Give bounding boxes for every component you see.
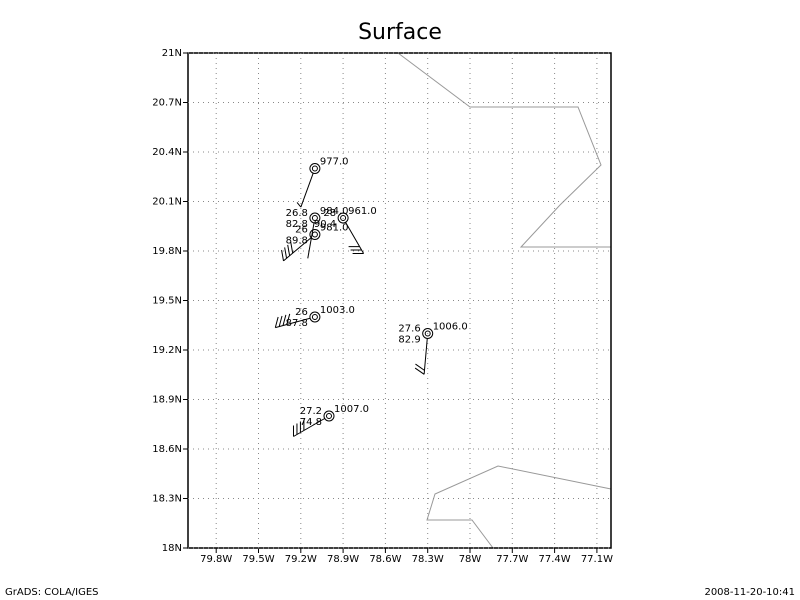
station-ring — [323, 410, 335, 422]
temperature: 27.2 — [300, 406, 322, 417]
x-tick-label: 78W — [459, 554, 482, 565]
footer-left: GrADS: COLA/IGES — [5, 587, 99, 598]
station-dot — [311, 215, 318, 221]
station-ring — [422, 328, 434, 339]
station-dot — [311, 165, 318, 172]
temperature: 27.6 — [398, 324, 420, 335]
pressure: 1003.0 — [320, 305, 355, 316]
station-ring — [309, 229, 321, 240]
footer-right: 2008-11-20-10:41 — [704, 587, 795, 598]
y-tick-label: 19.2N — [152, 345, 182, 356]
x-tick-label: 79.2W — [285, 554, 317, 565]
x-tick-label: 78.6W — [369, 554, 401, 565]
station-ring — [309, 212, 321, 224]
y-tick-label: 20.1N — [152, 197, 182, 208]
y-tick-label: 21N — [162, 48, 182, 59]
wind-barb — [296, 173, 314, 208]
station-ring — [309, 163, 321, 174]
wind-barb — [345, 222, 365, 255]
coastline — [397, 52, 611, 248]
wind-barb — [281, 237, 312, 262]
x-tick-label: 77.4W — [539, 554, 571, 565]
x-tick-label: 78.9W — [327, 554, 359, 565]
dewpoint: 89.8 — [286, 236, 308, 247]
y-tick-label: 19.5N — [152, 296, 182, 307]
chart-title: Surface — [358, 20, 442, 45]
wind-barb — [414, 338, 428, 375]
dewpoint: 82.8 — [286, 219, 308, 230]
temperature: 28 — [323, 208, 336, 219]
dewpoint: 82.9 — [398, 335, 420, 346]
x-tick-label: 78.3W — [412, 554, 444, 565]
y-tick-label: 19.8N — [152, 246, 182, 257]
station-dot — [311, 314, 318, 320]
pressure: 977.0 — [320, 157, 349, 168]
pressure: 961.0 — [348, 206, 377, 217]
y-tick-label: 20.7N — [152, 98, 182, 109]
station-dot — [424, 330, 431, 337]
pressure: 1006.0 — [433, 322, 468, 333]
x-tick-label: 79.8W — [200, 554, 232, 565]
y-tick-label: 20.4N — [152, 147, 182, 158]
station-dot — [326, 413, 332, 419]
y-tick-label: 18.3N — [152, 494, 182, 505]
pressure: 1007.0 — [334, 404, 369, 415]
y-tick-label: 18.9N — [152, 395, 182, 406]
wind-barb — [292, 418, 325, 437]
station-ring — [309, 311, 321, 323]
coastline — [426, 465, 612, 549]
x-tick-label: 77.1W — [581, 554, 613, 565]
wind-barb — [307, 222, 315, 259]
temperature: 26 — [295, 225, 308, 236]
station-dot — [311, 231, 318, 238]
y-tick-label: 18N — [162, 543, 182, 554]
x-tick-label: 77.7W — [496, 554, 528, 565]
station-ring — [337, 212, 349, 224]
dewpoint: 90.4 — [314, 219, 336, 230]
temperature: 26 — [295, 307, 308, 318]
wind-barb — [274, 313, 311, 329]
dewpoint: 87.8 — [286, 318, 308, 329]
pressure: 981.0 — [320, 223, 349, 234]
temperature: 26.8 — [286, 208, 308, 219]
x-tick-label: 79.5W — [242, 554, 274, 565]
dewpoint: 74.8 — [300, 417, 322, 428]
station-dot — [340, 215, 347, 221]
y-tick-label: 18.6N — [152, 444, 182, 455]
pressure: 984.0 — [320, 206, 349, 217]
